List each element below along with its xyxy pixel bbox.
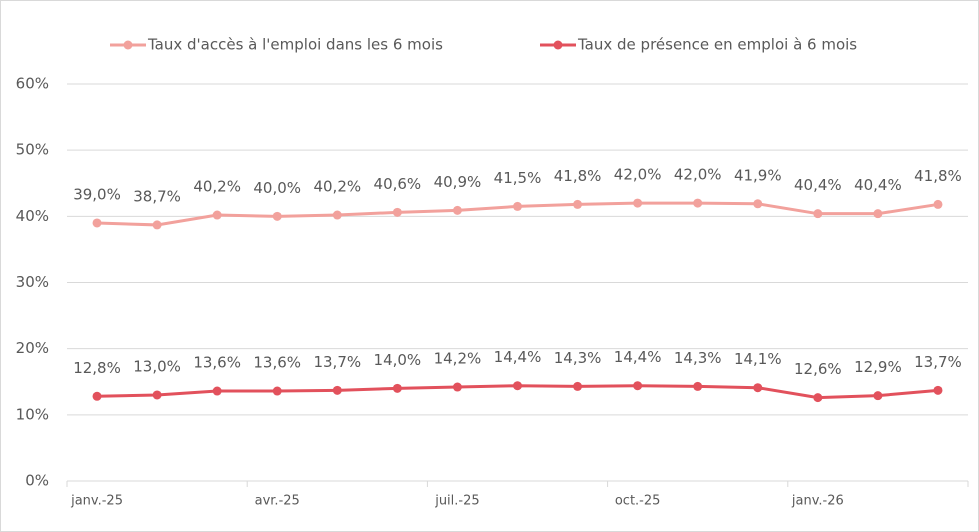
data-label: 12,6% xyxy=(794,360,842,378)
point xyxy=(513,201,522,211)
y-tick-label: 50% xyxy=(16,141,49,159)
data-label: 42,0% xyxy=(614,166,662,184)
point xyxy=(633,381,643,391)
point xyxy=(873,209,883,219)
x-tick-label: avr.-25 xyxy=(255,494,300,509)
point xyxy=(392,207,402,217)
point xyxy=(212,386,222,396)
point xyxy=(693,381,703,391)
point xyxy=(573,381,583,391)
y-tick-label: 0% xyxy=(25,472,49,490)
point xyxy=(693,198,703,208)
legend-label: Taux de présence en emploi à 6 mois xyxy=(577,36,857,54)
y-tick-label: 10% xyxy=(16,405,49,423)
point xyxy=(92,391,102,401)
data-label: 14,1% xyxy=(734,350,782,368)
point xyxy=(452,382,462,392)
data-label: 40,9% xyxy=(434,173,482,191)
data-label: 41,9% xyxy=(734,166,782,184)
point xyxy=(753,383,763,393)
data-label: 41,8% xyxy=(554,167,602,185)
data-label: 42,0% xyxy=(674,166,722,184)
data-label: 14,3% xyxy=(554,349,602,367)
point xyxy=(332,210,342,220)
point xyxy=(633,198,643,208)
data-label: 13,6% xyxy=(193,354,241,372)
data-label: 40,4% xyxy=(854,176,902,194)
data-label: 40,4% xyxy=(794,176,842,194)
data-label: 38,7% xyxy=(133,187,181,205)
data-label: 14,3% xyxy=(674,349,722,367)
y-tick-label: 20% xyxy=(16,339,49,357)
data-label: 41,5% xyxy=(494,169,542,187)
data-label: 14,2% xyxy=(434,350,482,368)
point xyxy=(272,386,282,396)
data-label: 13,0% xyxy=(133,357,181,375)
data-label: 14,4% xyxy=(494,348,542,366)
data-label: 13,7% xyxy=(313,353,361,371)
point xyxy=(933,385,943,395)
data-label: 14,0% xyxy=(374,351,422,369)
x-tick-label: juil.-25 xyxy=(434,494,479,509)
data-label: 40,6% xyxy=(374,175,422,193)
point xyxy=(873,391,883,401)
data-label: 41,8% xyxy=(914,167,962,185)
x-tick-label: oct.-25 xyxy=(615,494,661,509)
data-label: 13,7% xyxy=(914,353,962,371)
legend-marker xyxy=(123,40,133,50)
data-label: 40,0% xyxy=(253,179,301,197)
point xyxy=(272,211,282,221)
y-tick-label: 40% xyxy=(16,207,49,225)
x-tick-label: janv.-26 xyxy=(791,494,844,509)
data-label: 12,9% xyxy=(854,358,902,376)
y-tick-label: 60% xyxy=(16,75,49,93)
point xyxy=(513,381,522,391)
point xyxy=(332,385,342,395)
x-tick-label: janv.-25 xyxy=(70,494,123,509)
point xyxy=(392,383,402,393)
data-label: 40,2% xyxy=(193,178,241,196)
point xyxy=(813,393,823,403)
point xyxy=(152,220,162,230)
point xyxy=(933,199,943,209)
point xyxy=(573,199,583,209)
point xyxy=(92,218,102,228)
point xyxy=(212,210,222,220)
data-label: 14,4% xyxy=(614,348,662,366)
data-label: 39,0% xyxy=(73,185,121,203)
data-label: 12,8% xyxy=(73,359,121,377)
legend-marker xyxy=(553,40,563,50)
point xyxy=(753,199,763,209)
data-label: 40,2% xyxy=(313,178,361,196)
legend-label: Taux d'accès à l'emploi dans les 6 mois xyxy=(147,36,443,54)
y-tick-label: 30% xyxy=(16,273,49,291)
point xyxy=(813,209,823,219)
point xyxy=(452,205,462,215)
data-label: 13,6% xyxy=(253,354,301,372)
point xyxy=(152,390,162,400)
